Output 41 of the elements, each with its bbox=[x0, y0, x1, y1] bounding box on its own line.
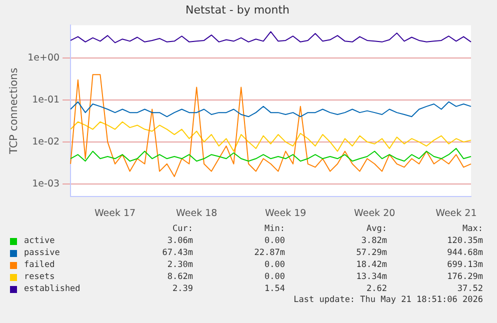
legend-label: established bbox=[24, 284, 80, 294]
y-tick-label: 1e+00 bbox=[28, 52, 60, 64]
text: Min: bbox=[264, 224, 285, 234]
text: Cur: bbox=[172, 224, 193, 234]
chart-title: Netstat - by month bbox=[185, 3, 290, 16]
text: 13.34m bbox=[355, 272, 387, 282]
text: Max: bbox=[462, 224, 483, 234]
x-tick-label: Week 18 bbox=[176, 208, 218, 219]
legend-label: failed bbox=[24, 260, 55, 270]
x-tick-label: Week 19 bbox=[265, 208, 306, 219]
text: 22.87m bbox=[253, 248, 285, 258]
x-tick-label: Week 17 bbox=[94, 208, 136, 219]
y-tick-label: 1e-01 bbox=[32, 94, 60, 106]
text: 37.52 bbox=[456, 284, 483, 294]
text: 3.82m bbox=[360, 236, 387, 246]
text: Last update: Thu May 21 18:51:06 2026 bbox=[292, 295, 483, 307]
text: 3.06m bbox=[166, 236, 193, 246]
text: 176.29m bbox=[446, 272, 483, 282]
text: 2.30m bbox=[166, 260, 193, 270]
text: 0.00 bbox=[264, 236, 285, 246]
y-tick-label: 1e-03 bbox=[32, 178, 60, 190]
text: 699.13m bbox=[446, 260, 483, 270]
text: 2.39 bbox=[172, 284, 193, 294]
legend-label: resets bbox=[24, 272, 55, 282]
text: 0.00 bbox=[264, 272, 285, 282]
text: 8.62m bbox=[166, 272, 193, 282]
y-axis-title: TCP connections bbox=[8, 68, 20, 155]
text: 57.29m bbox=[355, 248, 387, 258]
legend-label: active bbox=[24, 236, 55, 246]
x-tick-label: Week 20 bbox=[354, 208, 396, 219]
text: 944.68m bbox=[446, 248, 483, 258]
text: 67.43m bbox=[161, 248, 193, 258]
text: 2.62 bbox=[366, 284, 387, 294]
text: 0.00 bbox=[264, 260, 285, 270]
legend-label: passive bbox=[24, 248, 60, 258]
text: 1.54 bbox=[264, 284, 285, 294]
text: 18.42m bbox=[355, 260, 387, 270]
x-tick-label: Week 21 bbox=[436, 208, 477, 219]
text: 120.35m bbox=[446, 236, 483, 246]
y-tick-label: 1e-02 bbox=[32, 136, 60, 148]
text: Avg: bbox=[366, 224, 387, 234]
